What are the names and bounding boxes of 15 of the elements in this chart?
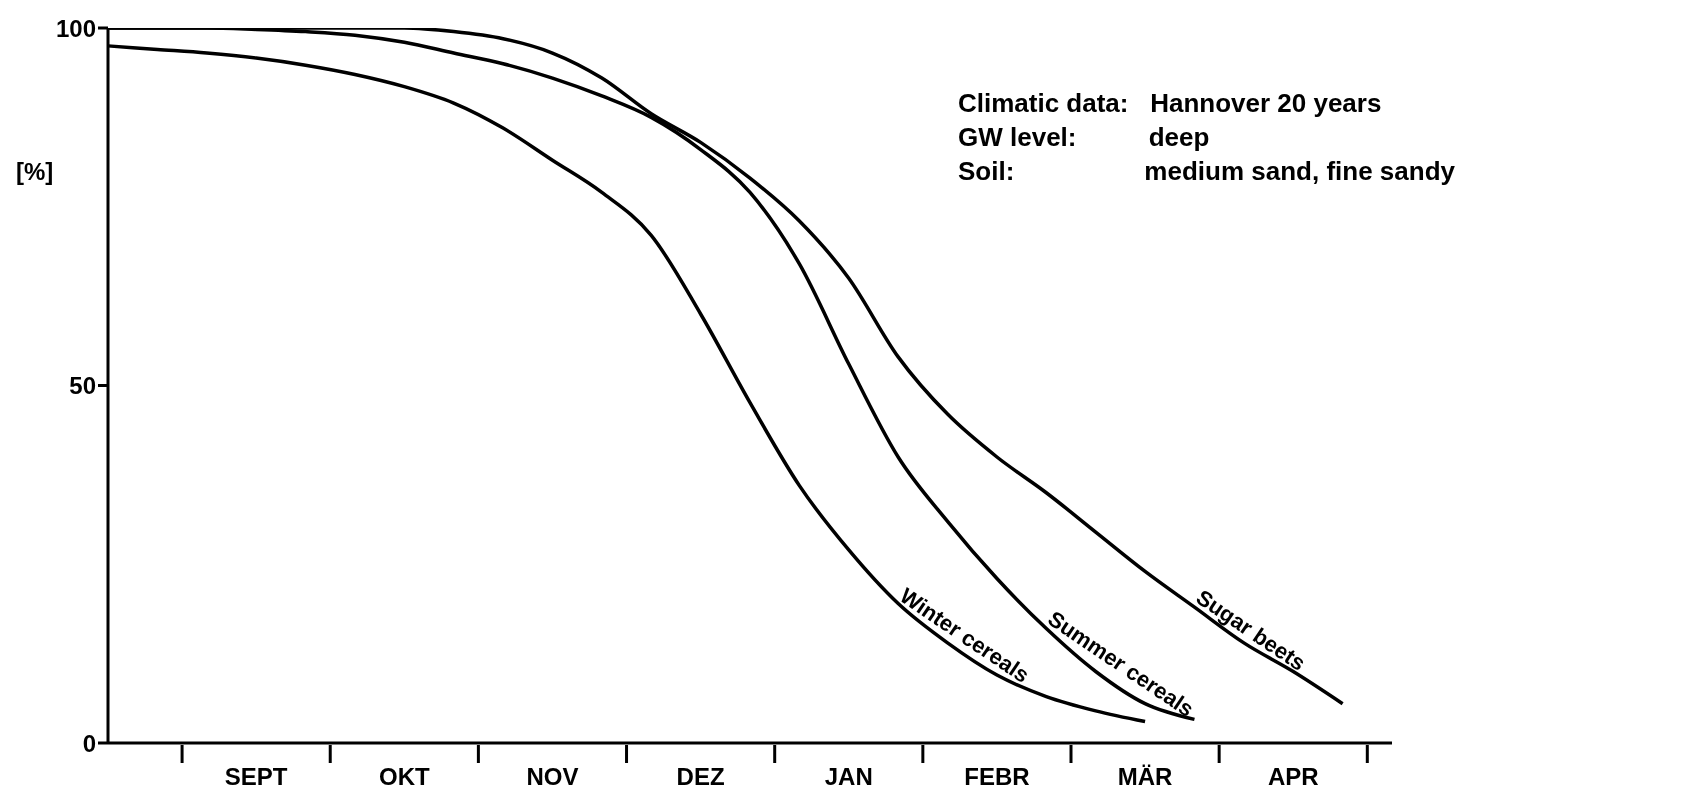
y-tick-label: 100 [55, 14, 96, 42]
x-tick-label: APR [1267, 763, 1319, 790]
x-tick-label: NOV [526, 763, 579, 790]
x-tick-label: DEZ [676, 763, 725, 790]
x-tick-label: SEPT [224, 763, 288, 790]
annotation: Soil: medium sand, fine sandy [958, 155, 1455, 188]
annotation: Climatic data: Hannover 20 years [958, 87, 1383, 120]
y-tick-label: 50 [69, 372, 96, 400]
y-tick-label: 0 [82, 729, 96, 757]
x-tick-label: FEBR [964, 763, 1030, 790]
x-tick-label: MÄR [1117, 763, 1173, 790]
x-tick-label: OKT [378, 763, 430, 790]
x-tick-label: JAN [824, 763, 873, 790]
y-axis-title: [%] [16, 158, 54, 186]
annotation: GW level: deep [958, 121, 1211, 154]
